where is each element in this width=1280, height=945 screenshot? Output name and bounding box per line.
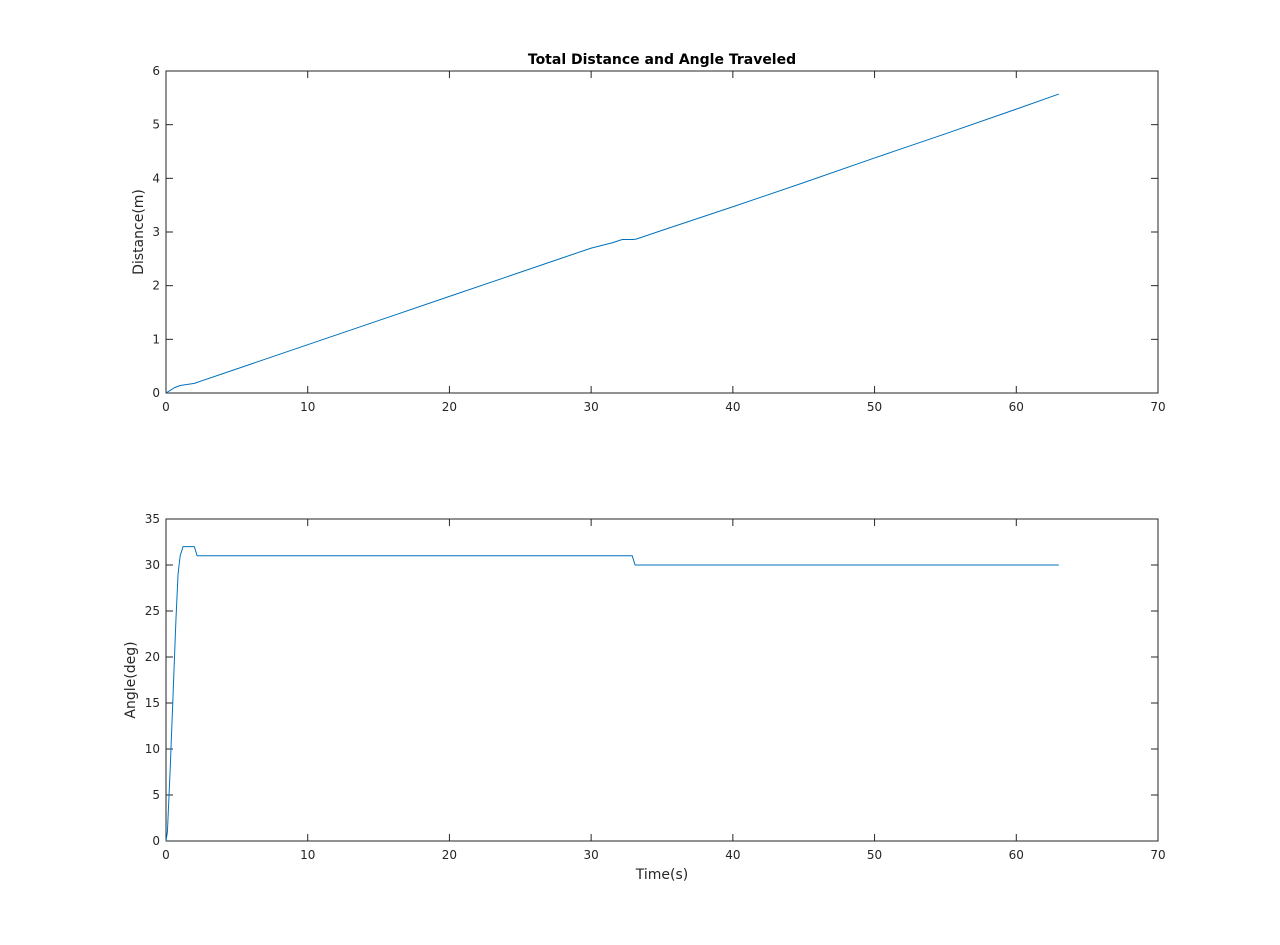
distance-y-tick-label: 2 — [152, 279, 160, 293]
distance-x-tick-label: 20 — [442, 400, 457, 414]
angle-plot-box — [165, 518, 1159, 842]
angle-y-tick-label: 25 — [145, 604, 160, 618]
angle-series-line — [165, 546, 1059, 842]
distance-x-tick-label: 30 — [584, 400, 599, 414]
distance-x-tick-label: 70 — [1150, 400, 1165, 414]
angle-y-tick-label: 0 — [152, 834, 160, 848]
angle-x-tick-label: 20 — [442, 848, 457, 862]
angle-y-tick-label: 20 — [145, 650, 160, 664]
y-axis-label-angle: Angle(deg) — [123, 641, 139, 718]
angle-x-tick-label: 10 — [300, 848, 315, 862]
angle-x-tick-label: 0 — [162, 848, 170, 862]
angle-y-tick-label: 10 — [145, 742, 160, 756]
distance-x-tick-label: 50 — [867, 400, 882, 414]
angle-x-tick-label: 70 — [1150, 848, 1165, 862]
angle-x-tick-label: 50 — [867, 848, 882, 862]
distance-y-tick-label: 4 — [152, 171, 160, 185]
distance-y-tick-label: 1 — [152, 332, 160, 346]
angle-y-tick-label: 5 — [152, 788, 160, 802]
angle-axes: Angle(deg) Time(s) 0 10 20 30 40 50 60 70 0 5 10 15… — [123, 512, 1166, 883]
distance-series-line — [165, 93, 1059, 394]
distance-x-tick-label: 60 — [1009, 400, 1024, 414]
angle-x-tick-label: 60 — [1009, 848, 1024, 862]
distance-y-tick-label: 3 — [152, 225, 160, 239]
chart-title: Total Distance and Angle Traveled — [528, 52, 796, 68]
distance-x-tick-label: 40 — [725, 400, 740, 414]
distance-x-tick-label: 0 — [162, 400, 170, 414]
x-axis-label-time: Time(s) — [635, 867, 688, 883]
distance-y-tick-label: 6 — [152, 64, 160, 78]
angle-y-tick-label: 30 — [145, 558, 160, 572]
y-axis-label-distance: Distance(m) — [131, 189, 147, 275]
angle-y-tick-label: 15 — [145, 696, 160, 710]
distance-y-tick-label: 0 — [152, 386, 160, 400]
angle-x-tick-label: 40 — [725, 848, 740, 862]
angle-y-tick-label: 35 — [145, 512, 160, 526]
distance-y-tick-label: 5 — [152, 118, 160, 132]
angle-x-tick-label: 30 — [584, 848, 599, 862]
distance-axes: Total Distance and Angle Traveled Distan… — [131, 52, 1166, 414]
distance-x-tick-label: 10 — [300, 400, 315, 414]
